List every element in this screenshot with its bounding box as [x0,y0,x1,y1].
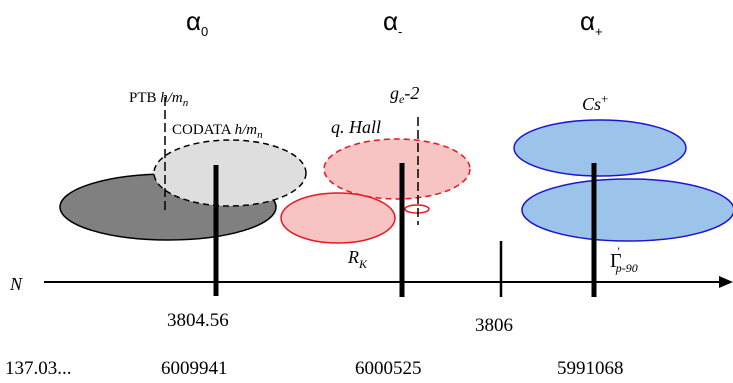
tick-label-3806: 3806 [475,315,513,336]
bottom-value-2: 6009941 [161,358,228,379]
label-rk: RK [347,247,368,271]
bottom-value-1: 137.03... [5,358,72,379]
header-alpha-0: α0 [186,6,208,39]
cs-ellipse [513,119,687,177]
header-alpha-plus: α+ [580,6,603,39]
label-ge2: ge-2 [390,83,419,106]
label-codata: CODATA h/mn [172,122,263,141]
axis-label-n: N [9,274,23,294]
label-gamma: Γ' p-90 [610,244,638,275]
label-q-hall: q. Hall [331,117,381,137]
bottom-value-4: 5991068 [557,358,624,379]
codata-ellipse [153,139,307,207]
label-cs: Cs+ [582,91,608,114]
rk-ellipse [280,192,396,244]
ge2-small-ellipse [404,204,430,214]
tick-label-3804-56: 3804.56 [167,310,229,331]
header-alpha-minus: α- [383,6,402,39]
bottom-value-3: 6000525 [355,358,422,379]
q-hall-ellipse [323,138,471,200]
n-axis-arrow [719,276,733,288]
gamma-ellipse [521,178,733,242]
label-ptb: PTB h/mn [129,90,189,109]
